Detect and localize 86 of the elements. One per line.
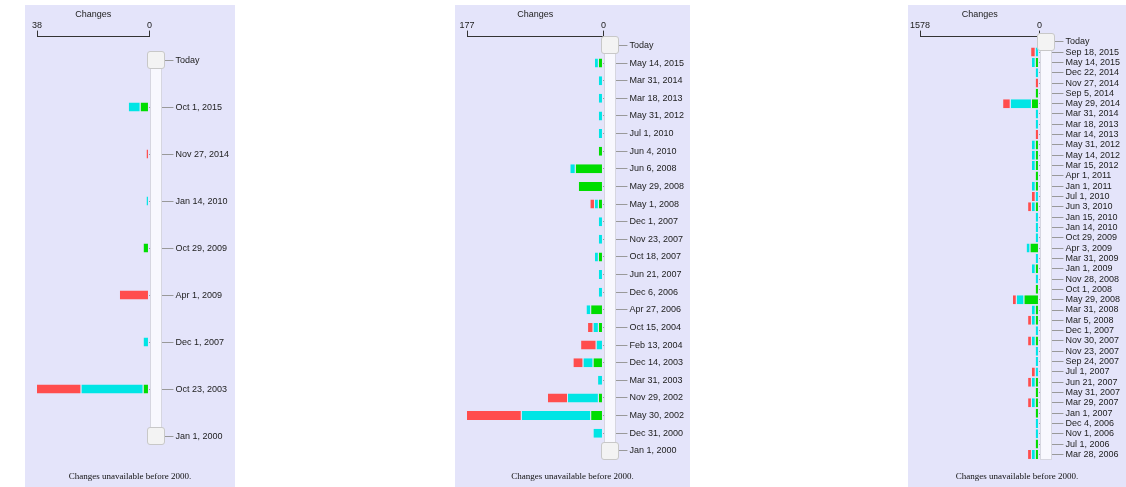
y-tick-label: Dec 31, 2000 (629, 427, 684, 438)
y-tick-label: Jul 1, 2010 (629, 128, 674, 139)
y-tick-label: Sep 5, 2014 (1065, 87, 1115, 98)
y-tick-label: Nov 23, 2007 (629, 233, 684, 244)
y-tick-label: Oct 23, 2003 (175, 383, 228, 394)
x-axis-title: Changes (517, 8, 554, 19)
y-tick-label: Dec 4, 2006 (1065, 417, 1115, 428)
text: Changes unavailable before 2000. (67, 471, 193, 481)
x-axis-title: Changes (961, 8, 999, 19)
y-tick-label: Oct 18, 2007 (629, 251, 682, 262)
y-tick-label: Oct 1, 2008 (1065, 283, 1112, 294)
y-tick-label: Mar 28, 2006 (1065, 448, 1119, 459)
y-tick-label: Apr 1, 2011 (1065, 170, 1112, 181)
y-tick-label: Jun 21, 2007 (629, 269, 682, 280)
y-tick-label: Jul 1, 2007 (1065, 366, 1110, 377)
text: Changes unavailable before 2000. (954, 471, 1080, 481)
y-tick-label: Mar 5, 2008 (1065, 314, 1114, 325)
y-tick-label: Nov 28, 2008 (1065, 273, 1120, 284)
y-tick-label: Jul 1, 2006 (1065, 438, 1110, 449)
y-tick-label: Apr 3, 2009 (1065, 242, 1113, 253)
x-tick-label: 38 (31, 19, 43, 30)
y-tick-label: Jan 14, 2010 (175, 195, 228, 206)
y-tick-label: May 29, 2008 (1065, 294, 1121, 305)
y-tick-label: May 29, 2014 (1065, 98, 1121, 109)
y-tick-label: Dec 22, 2014 (1065, 67, 1120, 78)
x-tick-label: 0 (600, 19, 606, 30)
x-tick-label: 0 (1036, 19, 1042, 30)
x-tick-label: 1578 (909, 19, 931, 30)
y-tick-label: Nov 30, 2007 (1065, 335, 1120, 346)
y-tick-label: Apr 1, 2009 (175, 289, 223, 300)
y-tick-label: Mar 29, 2007 (1065, 397, 1119, 408)
y-tick-label: May 14, 2015 (1065, 56, 1121, 67)
y-tick-label: Nov 27, 2014 (175, 148, 230, 159)
y-tick-label: Oct 1, 2015 (175, 101, 222, 112)
text: Changes unavailable before 2000. (510, 471, 635, 481)
y-tick-label: Jan 14, 2010 (1065, 221, 1118, 232)
y-tick-label: Nov 29, 2002 (629, 392, 684, 403)
y-tick-label: Today (175, 54, 200, 65)
y-tick-label: Sep 18, 2015 (1065, 46, 1120, 57)
x-tick-label: 0 (146, 19, 152, 30)
y-tick-label: Jan 1, 2000 (629, 445, 677, 456)
y-tick-label: Today (629, 39, 654, 50)
x-axis-title: Changes (75, 8, 112, 19)
y-tick-label: May 29, 2008 (629, 180, 685, 191)
y-tick-label: Mar 18, 2013 (629, 92, 683, 103)
y-tick-label: Jun 21, 2007 (1065, 376, 1118, 387)
y-tick-label: Oct 29, 2009 (175, 242, 228, 253)
y-tick-label: Nov 23, 2007 (1065, 345, 1120, 356)
y-tick-label: Mar 31, 2014 (1065, 108, 1119, 119)
y-tick-label: Dec 1, 2007 (629, 216, 679, 227)
y-tick-label: Oct 15, 2004 (629, 321, 682, 332)
y-tick-label: Jan 1, 2000 (175, 430, 223, 441)
y-tick-label: Mar 31, 2009 (1065, 252, 1119, 263)
y-tick-label: Sep 24, 2007 (1065, 356, 1120, 367)
y-tick-label: Mar 15, 2012 (1065, 160, 1119, 171)
y-tick-label: May 31, 2012 (629, 110, 685, 121)
y-tick-label: Oct 29, 2009 (1065, 232, 1118, 243)
y-tick-label: Dec 6, 2006 (629, 286, 679, 297)
y-tick-label: Mar 18, 2013 (1065, 118, 1119, 129)
y-tick-label: Apr 27, 2006 (629, 304, 682, 315)
y-tick-label: Mar 31, 2014 (629, 75, 683, 86)
y-tick-label: Today (1065, 36, 1090, 47)
y-tick-label: May 14, 2015 (629, 57, 685, 68)
y-tick-label: Jun 3, 2010 (1065, 201, 1113, 212)
y-tick-label: Jan 1, 2009 (1065, 263, 1113, 274)
y-tick-label: Jan 1, 2007 (1065, 407, 1113, 418)
y-tick-label: Dec 14, 2003 (629, 357, 684, 368)
y-tick-label: Jan 15, 2010 (1065, 211, 1118, 222)
y-tick-label: Dec 1, 2007 (1065, 325, 1115, 336)
y-tick-label: Mar 31, 2003 (629, 374, 683, 385)
y-tick-label: Mar 31, 2008 (1065, 304, 1119, 315)
y-tick-label: Mar 14, 2013 (1065, 129, 1119, 140)
y-tick-label: Jul 1, 2010 (1065, 191, 1110, 201)
y-tick-label: Nov 1, 2006 (1065, 428, 1115, 439)
y-tick-label: Dec 1, 2007 (175, 336, 225, 347)
y-tick-label: Nov 27, 2014 (1065, 77, 1120, 88)
y-tick-label: May 30, 2002 (629, 410, 685, 421)
y-tick-label: Jun 6, 2008 (629, 163, 677, 174)
y-tick-label: May 31, 2012 (1065, 139, 1121, 150)
y-tick-label: May 14, 2012 (1065, 149, 1121, 160)
y-tick-label: May 31, 2007 (1065, 387, 1121, 398)
x-tick-label: 177 (459, 19, 475, 30)
y-tick-label: Jun 4, 2010 (629, 145, 677, 156)
y-tick-label: Jan 1, 2011 (1065, 180, 1112, 191)
y-tick-label: Feb 13, 2004 (629, 339, 683, 350)
y-tick-label: May 1, 2008 (629, 198, 679, 209)
